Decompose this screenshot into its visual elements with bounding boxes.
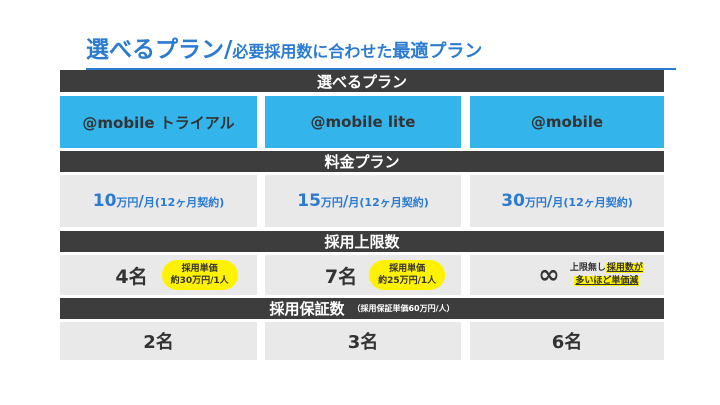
pricing-header-label: 料金プラン <box>324 153 400 171</box>
title-underline <box>86 68 676 70</box>
price-cell-trial: 10万円/月(12ヶ月契約) <box>60 175 257 227</box>
title-sub-prefix: 必要採用数に合わせた <box>232 42 393 61</box>
title-separator: / <box>224 37 233 63</box>
unit-price-badge-trial: 採用単価 約30万円/1人 <box>161 260 238 290</box>
guarantee-lite: 3名 <box>347 332 379 353</box>
plan-name-mobile: @mobile <box>470 96 664 148</box>
unit-price-badge-lite: 採用単価 約25万円/1人 <box>369 260 446 290</box>
guarantee-header-note: （採用保証単価60万円/人） <box>352 304 455 313</box>
price-cell-mobile: 30万円/月(12ヶ月契約) <box>470 175 664 227</box>
title-main: 選べるプラン <box>86 37 224 63</box>
infinity-icon: ∞ <box>538 260 560 290</box>
unlimited-note: 上限無し採用数が 多いほど単価減 <box>569 263 644 286</box>
guarantee-row: 2名 3名 6名 <box>60 322 664 360</box>
pricing-header: 料金プラン <box>60 151 664 172</box>
limit-cell-mobile: ∞ 上限無し採用数が 多いほど単価減 <box>470 255 664 295</box>
price-cell-lite: 15万円/月(12ヶ月契約) <box>265 175 461 227</box>
hire-limit-row: 4名 採用単価 約30万円/1人 7名 採用単価 約25万円/1人 ∞ 上限無し… <box>60 255 664 295</box>
limit-trial: 4名 <box>115 265 148 288</box>
plan-name-trial: @mobile トライアル <box>60 96 257 148</box>
guarantee-cell-lite: 3名 <box>265 322 461 360</box>
limit-cell-lite: 7名 採用単価 約25万円/1人 <box>265 255 461 295</box>
guarantee-cell-trial: 2名 <box>60 322 257 360</box>
price-mobile: 30万円/月(12ヶ月契約) <box>501 191 633 211</box>
hire-limit-header-label: 採用上限数 <box>324 233 400 251</box>
guarantee-header: 採用保証数 （採用保証単価60万円/人） <box>60 298 664 319</box>
plan-name-lite: @mobile lite <box>265 96 461 148</box>
guarantee-cell-mobile: 6名 <box>470 322 664 360</box>
plan-names-row: @mobile トライアル @mobile lite @mobile <box>60 96 664 148</box>
pricing-row: 10万円/月(12ヶ月契約) 15万円/月(12ヶ月契約) 30万円/月(12ヶ… <box>60 175 664 227</box>
plans-header-label: 選べるプラン <box>316 72 407 91</box>
plans-header: 選べるプラン <box>60 70 664 92</box>
price-trial: 10万円/月(12ヶ月契約) <box>92 191 225 211</box>
guarantee-header-label: 採用保証数 <box>269 300 345 318</box>
hire-limit-header: 採用上限数 <box>60 231 664 252</box>
guarantee-trial: 2名 <box>143 332 174 353</box>
limit-lite: 7名 <box>324 265 358 288</box>
limit-cell-trial: 4名 採用単価 約30万円/1人 <box>60 255 257 295</box>
price-lite: 15万円/月(12ヶ月契約) <box>297 191 429 211</box>
title-sub-emphasis: 最適プラン <box>392 41 483 62</box>
guarantee-mobile: 6名 <box>551 332 583 353</box>
page-title: 選べるプラン/必要採用数に合わせた最適プラン <box>86 36 676 70</box>
